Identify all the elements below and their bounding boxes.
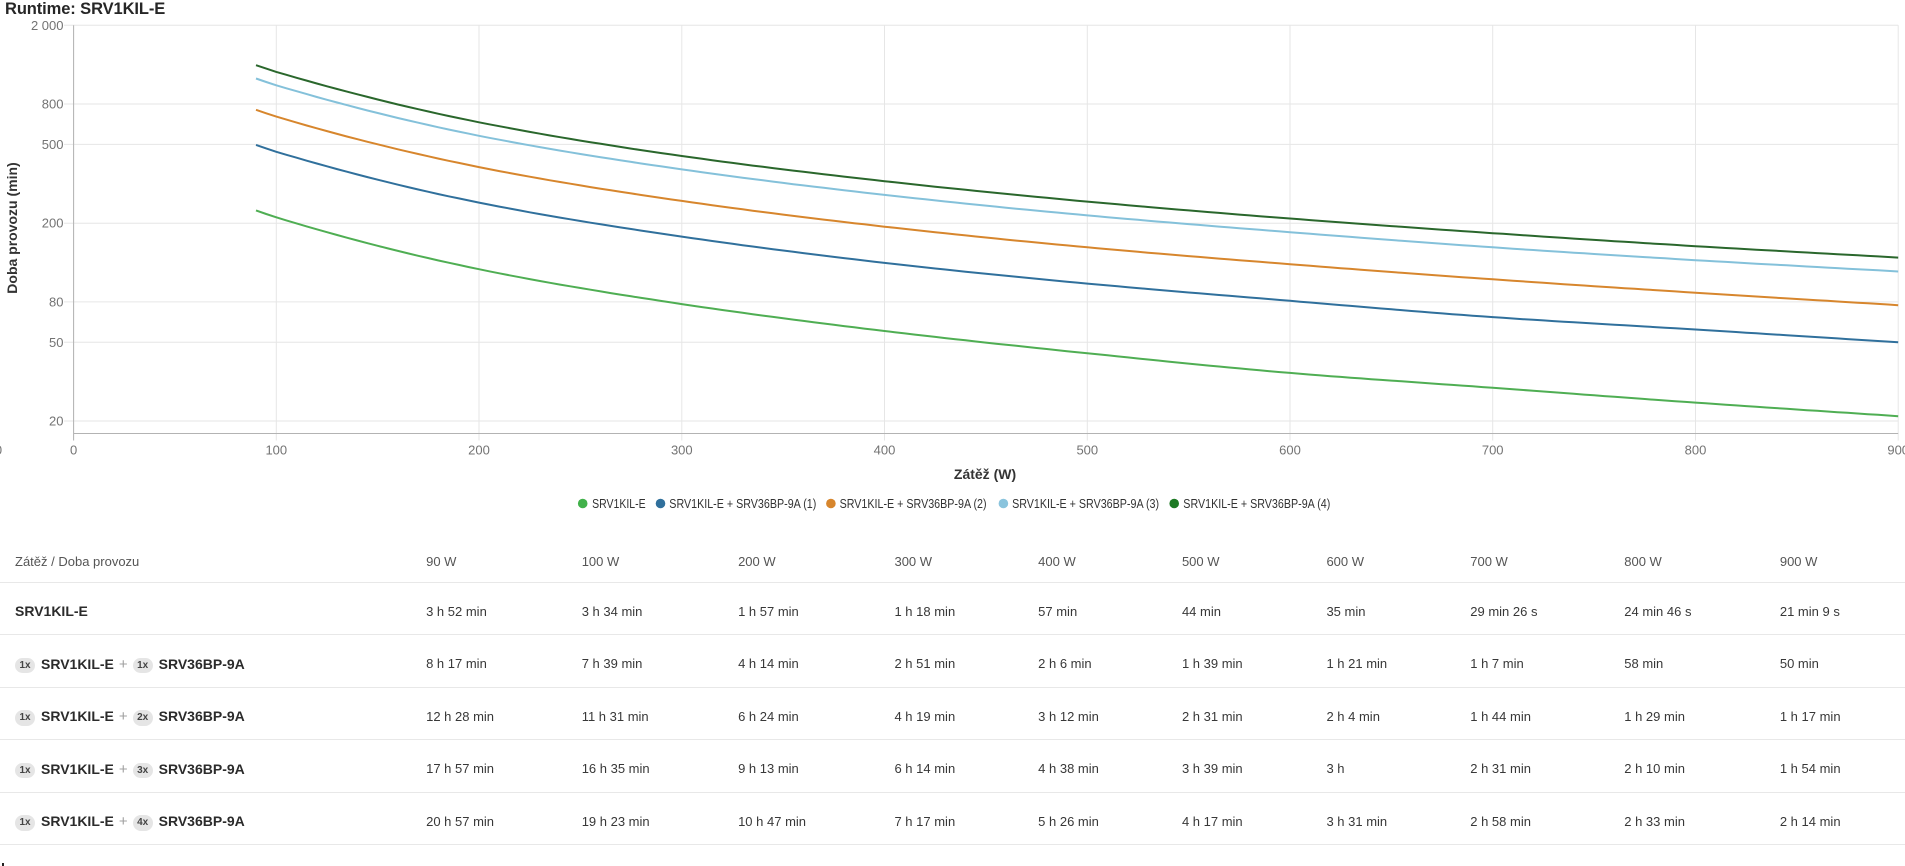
svg-text:300: 300 [671,443,693,458]
svg-text:800: 800 [1685,443,1707,458]
svg-text:500: 500 [1076,443,1098,458]
svg-text:700: 700 [1482,443,1504,458]
svg-text:0: 0 [70,443,77,458]
svg-text:500: 500 [42,137,64,152]
svg-text:20: 20 [49,414,63,429]
svg-text:SRV1KIL-E + SRV36BP-9A (2): SRV1KIL-E + SRV36BP-9A (2) [840,496,987,511]
svg-text:50: 50 [49,335,63,350]
svg-text:80: 80 [49,294,63,309]
svg-text:400: 400 [874,443,896,458]
svg-text:600: 600 [1279,443,1301,458]
svg-text:Doba provozu (min): Doba provozu (min) [4,162,20,293]
svg-text:SRV1KIL-E + SRV36BP-9A (4): SRV1KIL-E + SRV36BP-9A (4) [1183,496,1330,511]
svg-text:Zátěž (W): Zátěž (W) [954,466,1016,482]
svg-text:800: 800 [42,97,64,112]
svg-text:200: 200 [42,216,64,231]
svg-text:SRV1KIL-E + SRV36BP-9A (1): SRV1KIL-E + SRV36BP-9A (1) [669,496,816,511]
svg-text:0: 0 [0,443,2,458]
svg-text:200: 200 [468,443,490,458]
svg-text:100: 100 [265,443,287,458]
svg-text:900: 900 [1887,443,1905,458]
svg-text:SRV1KIL-E: SRV1KIL-E [592,496,646,511]
svg-text:SRV1KIL-E + SRV36BP-9A (3): SRV1KIL-E + SRV36BP-9A (3) [1012,496,1159,511]
svg-text:2 000: 2 000 [31,18,64,33]
